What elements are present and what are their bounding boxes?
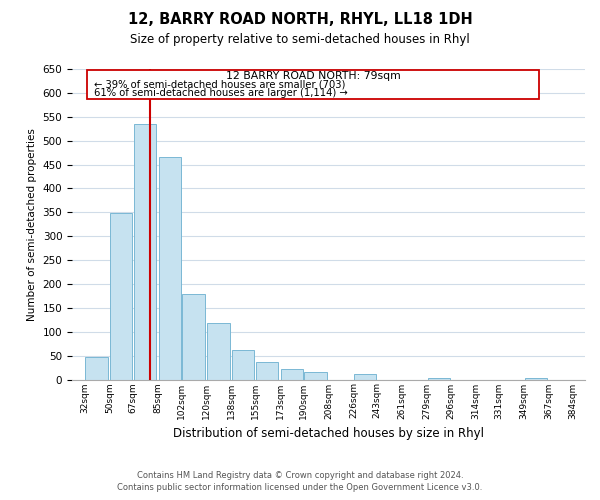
Y-axis label: Number of semi-detached properties: Number of semi-detached properties [27,128,37,320]
Text: 61% of semi-detached houses are larger (1,114) →: 61% of semi-detached houses are larger (… [94,88,348,99]
Bar [158,158,181,380]
Text: 12 BARRY ROAD NORTH: 79sqm: 12 BARRY ROAD NORTH: 79sqm [226,72,401,82]
Bar [354,374,376,380]
Bar [110,214,133,380]
Text: Size of property relative to semi-detached houses in Rhyl: Size of property relative to semi-detach… [130,33,470,46]
Bar [281,369,303,380]
FancyBboxPatch shape [87,70,539,98]
Text: 12, BARRY ROAD NORTH, RHYL, LL18 1DH: 12, BARRY ROAD NORTH, RHYL, LL18 1DH [128,12,472,28]
Bar [134,124,156,380]
Bar [428,378,450,380]
Bar [304,372,326,380]
X-axis label: Distribution of semi-detached houses by size in Rhyl: Distribution of semi-detached houses by … [173,427,484,440]
Bar [256,362,278,380]
Bar [207,323,230,380]
Bar [85,357,107,380]
Text: ← 39% of semi-detached houses are smaller (703): ← 39% of semi-detached houses are smalle… [94,80,346,90]
Bar [524,378,547,380]
Bar [232,350,254,380]
Bar [182,294,205,380]
Text: Contains HM Land Registry data © Crown copyright and database right 2024.
Contai: Contains HM Land Registry data © Crown c… [118,471,482,492]
